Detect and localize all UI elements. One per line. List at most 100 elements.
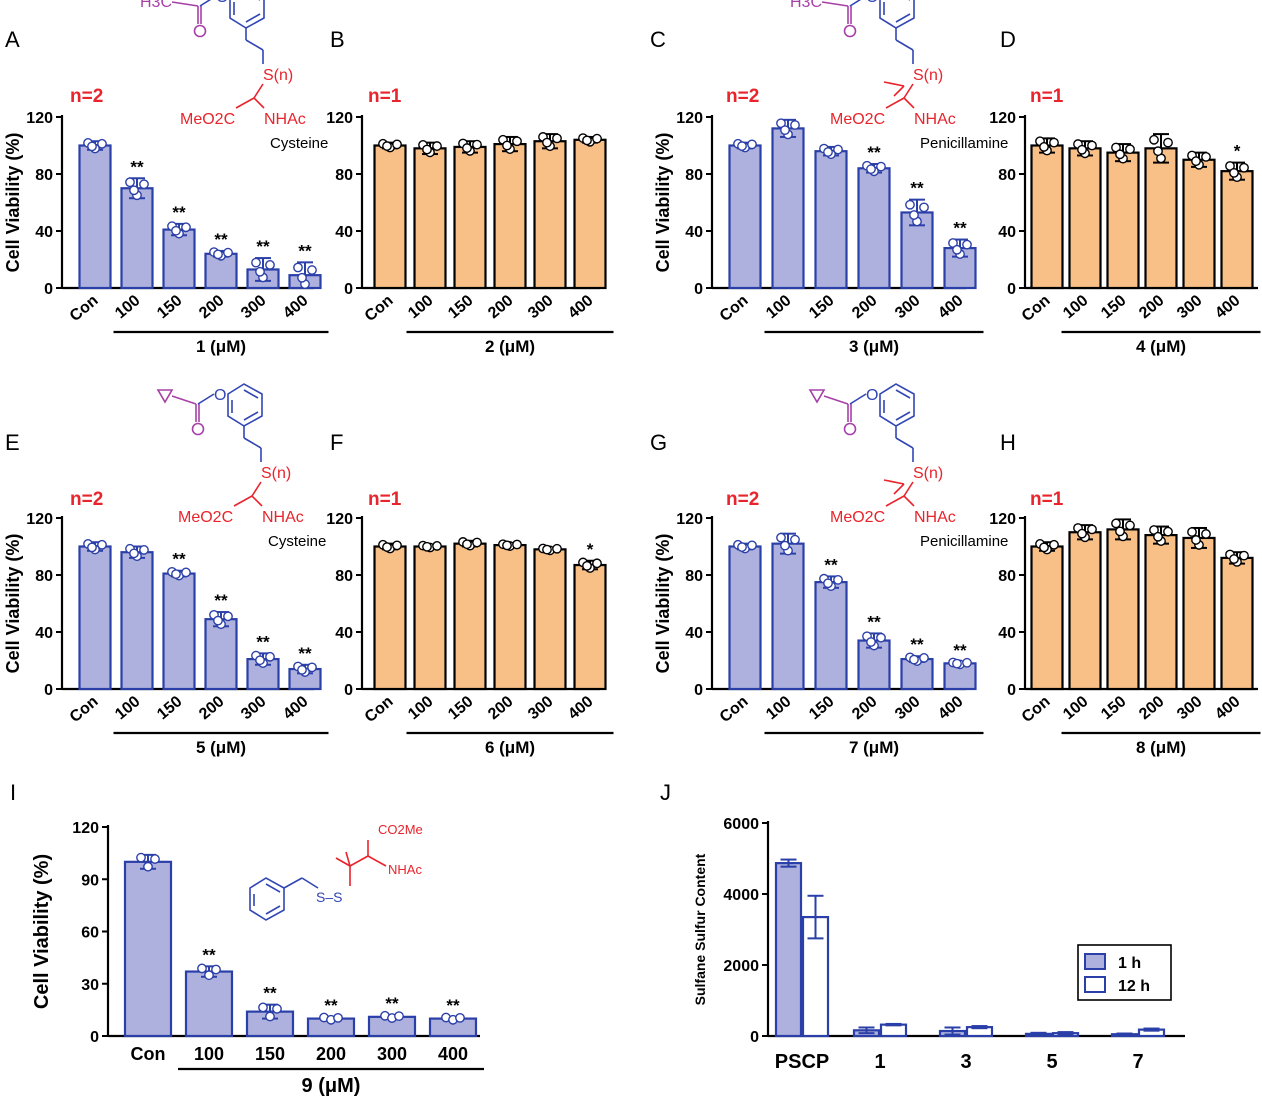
bar-150 — [162, 228, 196, 290]
bond — [253, 97, 265, 109]
x-tick-label: Con — [717, 693, 752, 726]
bar-Con — [78, 545, 112, 691]
bar-Con — [123, 860, 173, 1038]
data-point — [1149, 134, 1159, 145]
bar-100 — [413, 545, 447, 691]
data-point — [1229, 554, 1239, 564]
y-tick-label: 80 — [35, 167, 53, 184]
data-point — [307, 265, 317, 275]
bar-100 — [413, 147, 447, 290]
x-tick-label: Con — [362, 292, 397, 325]
data-point — [780, 540, 790, 551]
x-tick-label: 200 — [196, 693, 227, 723]
n-label: n=2 — [70, 489, 103, 510]
data-point — [455, 1012, 465, 1023]
n-label: n=2 — [726, 489, 759, 510]
x-tick-label: 150 — [445, 693, 476, 723]
significance-marker: ** — [953, 219, 967, 238]
x-axis-label: 8 (μM) — [1136, 738, 1186, 757]
amino-acid-label: Penicillamine — [920, 135, 1008, 152]
y-tick-label: 120 — [26, 511, 53, 528]
bar-200 — [204, 618, 238, 691]
y-tick-label: 40 — [685, 224, 703, 241]
ester-label: CO2Me — [378, 822, 423, 837]
significance-marker: ** — [824, 555, 838, 574]
x-tick-label: 7 — [1132, 1051, 1143, 1073]
y-axis-label: Cell Viability (%) — [653, 133, 673, 273]
benzene-ring — [229, 0, 265, 29]
y-tick-label: 6000 — [723, 816, 759, 833]
data-point — [87, 141, 97, 152]
x-tick-label: 5 — [1046, 1051, 1057, 1073]
data-point — [422, 541, 432, 552]
data-point — [876, 632, 886, 643]
data-point — [265, 651, 275, 662]
y-tick-label: 90 — [81, 872, 99, 889]
benzene-double-bonds — [253, 883, 281, 915]
y-tick-label: 80 — [998, 568, 1016, 585]
x-axis-label: 4 (μM) — [1136, 337, 1186, 356]
x-tick-label: 100 — [112, 292, 143, 322]
bond — [301, 877, 319, 889]
x-tick-label: 100 — [1060, 292, 1091, 322]
data-point — [582, 135, 592, 146]
bond — [253, 83, 264, 99]
panel-i: I 0 30 60 90 120 Cell Viability (%) Con ** 100 ** 1… — [10, 780, 484, 1097]
significance-marker: ** — [202, 945, 216, 964]
data-point — [181, 222, 191, 233]
data-point — [502, 540, 512, 551]
data-point — [1201, 529, 1211, 539]
bar-300 — [533, 140, 567, 290]
bar-100 — [120, 551, 154, 691]
data-point — [776, 532, 786, 543]
data-point — [1087, 140, 1097, 151]
amide-label: NHAc — [262, 509, 304, 526]
x-tick-label: Con — [362, 693, 397, 726]
data-point — [582, 560, 592, 571]
data-point — [251, 257, 261, 268]
data-point — [223, 611, 233, 622]
data-point — [909, 654, 919, 665]
sulfur-label: S(n) — [913, 465, 943, 482]
data-point — [297, 665, 307, 675]
n-label: n=1 — [368, 86, 402, 107]
panel-b: Bn=1 0 40 80 120 Con 100 150 200 300 400 2 (μM) — [326, 27, 614, 356]
data-point — [962, 657, 972, 668]
data-point — [747, 540, 757, 551]
bond — [367, 855, 387, 867]
bond — [821, 1, 849, 7]
x-tick-label: 400 — [1212, 693, 1243, 723]
data-point — [1125, 144, 1135, 155]
bar-400 — [1220, 556, 1254, 691]
bar-Con — [373, 545, 407, 691]
cyclopropyl-ring — [156, 389, 174, 404]
bar-100 — [184, 970, 234, 1038]
data-point — [472, 139, 482, 150]
data-point — [258, 1002, 268, 1013]
significance-marker: ** — [130, 157, 144, 176]
significance-marker: ** — [256, 632, 270, 651]
x-axis-label: 5 (μM) — [196, 738, 246, 757]
bar-200 — [493, 543, 527, 691]
y-tick-label: 40 — [335, 224, 353, 241]
sulfur-label: S(n) — [913, 67, 943, 84]
legend-swatch-12h — [1084, 976, 1106, 993]
significance-marker: ** — [910, 179, 924, 198]
data-point — [1191, 535, 1201, 545]
y-axis-label: Cell Viability (%) — [653, 534, 673, 674]
data-point — [462, 143, 472, 153]
data-point — [171, 569, 181, 580]
data-point — [97, 539, 107, 550]
bond — [199, 0, 212, 7]
data-point — [1153, 531, 1163, 542]
x-tick-label: 150 — [1098, 693, 1129, 723]
significance-marker: * — [1234, 142, 1241, 161]
y-tick-label: 0 — [750, 1029, 759, 1046]
data-point — [1077, 528, 1087, 539]
data-point — [1153, 146, 1163, 157]
data-point — [297, 272, 307, 283]
benzene-ring — [879, 383, 915, 427]
x-tick-label: 300 — [238, 693, 269, 723]
data-point — [780, 125, 790, 136]
legend-swatch-1h — [1084, 953, 1106, 970]
